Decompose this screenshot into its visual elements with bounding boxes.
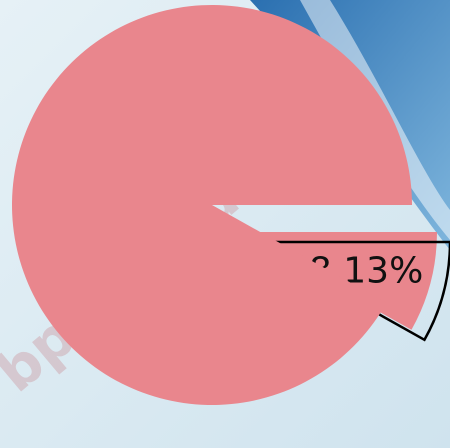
chart: bps.go.id 8,13% xyxy=(0,0,450,448)
